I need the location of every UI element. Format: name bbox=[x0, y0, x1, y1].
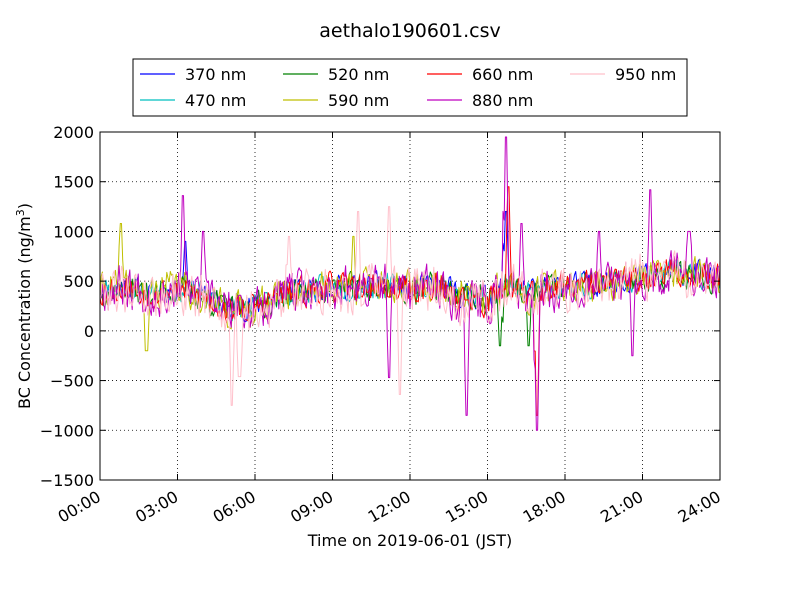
x-axis-label: Time on 2019-06-01 (JST) bbox=[307, 531, 512, 550]
x-tick-label-8: 24:00 bbox=[675, 487, 724, 527]
y-tick-label-7: 2000 bbox=[53, 123, 94, 142]
x-tick-labels: 00:00 03:00 06:00 09:00 12:00 15:00 18:00 21:00… bbox=[55, 487, 724, 527]
legend-label-5: 880 nm bbox=[472, 91, 533, 110]
legend-label-4: 660 nm bbox=[472, 65, 533, 84]
y-tick-label-5: 1000 bbox=[53, 222, 94, 241]
x-tick-label-0: 00:00 bbox=[55, 487, 104, 527]
x-tick-label-1: 03:00 bbox=[132, 487, 181, 527]
x-tick-label-7: 21:00 bbox=[597, 487, 646, 527]
series-group bbox=[100, 136, 720, 431]
y-tick-label-6: 1500 bbox=[53, 173, 94, 192]
y-tick-label-4: 500 bbox=[63, 272, 94, 291]
legend-label-0: 370 nm bbox=[185, 65, 246, 84]
y-tick-label-3: 0 bbox=[84, 322, 94, 341]
legend: 370 nm 470 nm 520 nm 590 nm 660 nm 880 nm 950 … bbox=[132, 58, 688, 117]
y-tick-label-0: −1500 bbox=[40, 471, 94, 490]
legend-label-6: 950 nm bbox=[615, 65, 676, 84]
series-line-950-nm bbox=[100, 206, 720, 406]
y-tick-label-2: −500 bbox=[50, 372, 94, 391]
y-axis-label-end: ) bbox=[15, 203, 34, 209]
legend-box bbox=[132, 58, 688, 117]
legend-label-3: 590 nm bbox=[328, 91, 389, 110]
y-tick-labels: −1500 −1000 −500 0 500 1000 1500 2000 bbox=[40, 123, 94, 490]
chart-title: aethalo190601.csv bbox=[319, 20, 501, 42]
x-tick-label-5: 15:00 bbox=[442, 487, 491, 527]
ticks bbox=[99, 131, 721, 481]
series-line-880-nm bbox=[100, 136, 720, 431]
y-axis-label-main: BC Concentration (ng/m bbox=[15, 216, 34, 409]
x-tick-label-3: 09:00 bbox=[287, 487, 336, 527]
y-axis-label: BC Concentration (ng/m3) bbox=[14, 203, 34, 409]
legend-label-2: 520 nm bbox=[328, 65, 389, 84]
legend-label-1: 470 nm bbox=[185, 91, 246, 110]
x-tick-label-2: 06:00 bbox=[210, 487, 259, 527]
x-tick-label-4: 12:00 bbox=[365, 487, 414, 527]
x-tick-label-6: 18:00 bbox=[520, 487, 569, 527]
y-axis-label-sup: 3 bbox=[14, 209, 27, 216]
y-tick-label-1: −1000 bbox=[40, 421, 94, 440]
